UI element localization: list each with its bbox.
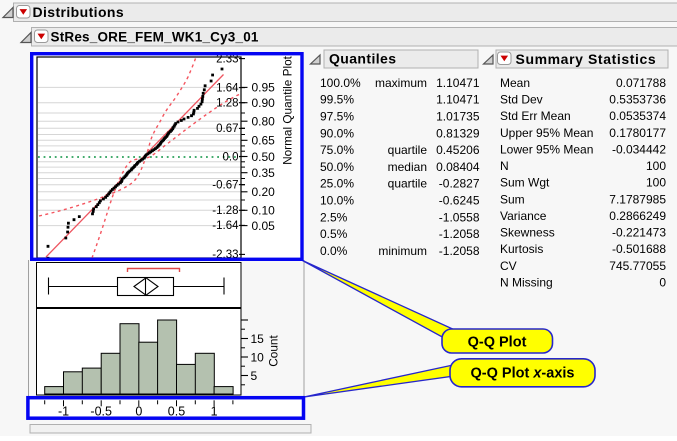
- svg-text:Normal Quantile Plot: Normal Quantile Plot: [281, 55, 295, 165]
- svg-text:-1.28: -1.28: [212, 205, 238, 217]
- svg-text:Std Dev: Std Dev: [500, 93, 543, 107]
- svg-text:7.1787985: 7.1787985: [609, 192, 666, 206]
- svg-text:0.5: 0.5: [168, 405, 185, 419]
- svg-text:quartile: quartile: [388, 177, 428, 191]
- svg-text:0.65: 0.65: [252, 134, 276, 148]
- svg-text:Std Err Mean: Std Err Mean: [500, 109, 571, 123]
- svg-text:1.64: 1.64: [216, 82, 239, 94]
- svg-text:Lower 95% Mean: Lower 95% Mean: [500, 142, 593, 156]
- svg-text:25.0%: 25.0%: [320, 177, 354, 191]
- svg-text:0.50: 0.50: [252, 150, 276, 164]
- svg-text:-0.034442: -0.034442: [612, 142, 666, 156]
- svg-text:0.80: 0.80: [252, 115, 276, 129]
- svg-text:Mean: Mean: [500, 76, 530, 90]
- svg-text:1.10471: 1.10471: [436, 93, 480, 107]
- svg-text:StRes_ORE_FEM_WK1_Cy3_01: StRes_ORE_FEM_WK1_Cy3_01: [51, 30, 259, 45]
- svg-text:-0.221473: -0.221473: [612, 226, 666, 240]
- svg-text:745.77055: 745.77055: [609, 259, 666, 273]
- svg-text:CV: CV: [500, 259, 517, 273]
- svg-text:maximum: maximum: [375, 76, 427, 90]
- svg-text:0.67: 0.67: [216, 123, 238, 135]
- svg-text:0.35: 0.35: [252, 166, 276, 180]
- svg-text:Q-Q Plot: Q-Q Plot: [468, 335, 527, 351]
- svg-text:50.0%: 50.0%: [320, 160, 354, 174]
- svg-text:15: 15: [251, 332, 265, 346]
- svg-text:0: 0: [135, 405, 142, 419]
- svg-text:Variance: Variance: [500, 209, 547, 223]
- svg-text:99.5%: 99.5%: [320, 93, 354, 107]
- svg-text:Skewness: Skewness: [500, 226, 555, 240]
- svg-text:90.0%: 90.0%: [320, 126, 354, 140]
- svg-text:-1.2058: -1.2058: [439, 227, 480, 241]
- svg-text:Quantiles: Quantiles: [329, 51, 396, 67]
- svg-text:0.08404: 0.08404: [436, 160, 480, 174]
- svg-text:1: 1: [211, 405, 218, 419]
- svg-text:-0.2827: -0.2827: [439, 177, 480, 191]
- svg-text:-1.2058: -1.2058: [439, 244, 480, 258]
- svg-text:10: 10: [251, 350, 265, 364]
- svg-text:Distributions: Distributions: [33, 4, 125, 20]
- svg-text:0.90: 0.90: [252, 96, 276, 110]
- svg-text:1.01735: 1.01735: [436, 110, 480, 124]
- svg-text:97.5%: 97.5%: [320, 110, 354, 124]
- svg-text:-0.5: -0.5: [90, 405, 112, 419]
- svg-text:0.81329: 0.81329: [436, 126, 480, 140]
- svg-text:0.20: 0.20: [252, 185, 276, 199]
- svg-text:1.28: 1.28: [216, 98, 238, 110]
- svg-text:0.05: 0.05: [252, 219, 276, 233]
- svg-text:Sum: Sum: [500, 192, 525, 206]
- svg-text:quartile: quartile: [388, 143, 428, 157]
- svg-text:N: N: [500, 159, 509, 173]
- svg-text:0.95: 0.95: [252, 81, 276, 95]
- svg-text:100.0%: 100.0%: [320, 76, 361, 90]
- svg-text:10.0%: 10.0%: [320, 194, 354, 208]
- svg-text:1.10471: 1.10471: [436, 76, 480, 90]
- svg-text:-0.6245: -0.6245: [439, 194, 480, 208]
- svg-text:-0.67: -0.67: [212, 179, 238, 191]
- svg-text:0.10: 0.10: [252, 204, 276, 218]
- svg-text:75.0%: 75.0%: [320, 143, 354, 157]
- svg-text:-1.64: -1.64: [212, 220, 239, 232]
- svg-text:0.0535374: 0.0535374: [609, 109, 666, 123]
- svg-text:N Missing: N Missing: [500, 276, 553, 290]
- svg-text:100: 100: [646, 159, 666, 173]
- svg-text:Upper 95% Mean: Upper 95% Mean: [500, 126, 593, 140]
- svg-text:0.0: 0.0: [223, 151, 239, 163]
- svg-text:0.071788: 0.071788: [616, 76, 666, 90]
- svg-text:Count: Count: [267, 335, 281, 367]
- svg-text:median: median: [388, 160, 427, 174]
- svg-text:0.5%: 0.5%: [320, 227, 348, 241]
- svg-text:Kurtosis: Kurtosis: [500, 242, 543, 256]
- svg-text:-1.0558: -1.0558: [439, 210, 480, 224]
- svg-text:5: 5: [251, 369, 258, 383]
- svg-text:Sum Wgt: Sum Wgt: [500, 176, 550, 190]
- svg-text:0.45206: 0.45206: [436, 143, 480, 157]
- svg-text:0: 0: [659, 276, 666, 290]
- svg-text:0.5353736: 0.5353736: [609, 93, 666, 107]
- svg-text:0.1780177: 0.1780177: [609, 126, 666, 140]
- svg-text:Q-Q Plot x-axis: Q-Q Plot x-axis: [471, 366, 575, 382]
- svg-text:minimum: minimum: [378, 244, 427, 258]
- svg-text:-0.501688: -0.501688: [612, 242, 666, 256]
- svg-text:0.2866249: 0.2866249: [609, 209, 666, 223]
- svg-text:Summary Statistics: Summary Statistics: [516, 51, 657, 67]
- svg-text:100: 100: [646, 176, 666, 190]
- svg-text:0.0%: 0.0%: [320, 244, 348, 258]
- svg-text:-1: -1: [58, 405, 69, 419]
- svg-text:2.5%: 2.5%: [320, 210, 348, 224]
